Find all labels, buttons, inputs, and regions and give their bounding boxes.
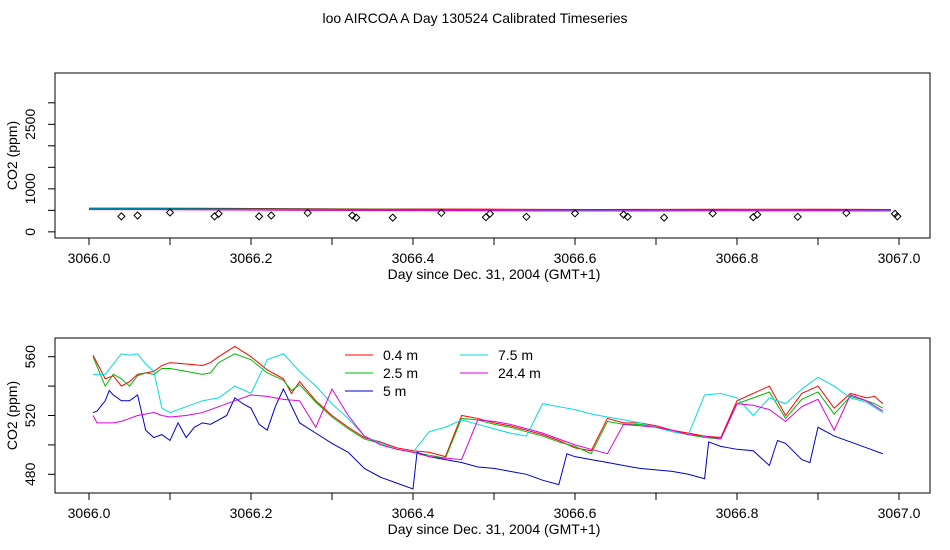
data-point bbox=[133, 211, 142, 220]
x-tick-label: 3066.0 bbox=[68, 505, 111, 521]
series-line-5-m bbox=[92, 387, 883, 490]
x-tick-label: 3066.2 bbox=[230, 505, 273, 521]
data-point bbox=[793, 212, 802, 222]
data-point bbox=[165, 208, 175, 217]
series-line-24-4-m bbox=[92, 387, 884, 461]
data-point bbox=[481, 213, 491, 222]
data-point bbox=[623, 212, 632, 222]
x-tick-label: 3066.2 bbox=[230, 250, 273, 266]
data-point bbox=[117, 212, 126, 221]
data-point bbox=[348, 211, 357, 220]
data-point bbox=[522, 212, 531, 222]
data-point bbox=[893, 212, 902, 221]
series-line-2-5-m bbox=[92, 353, 884, 459]
x-tick-label: 3066.8 bbox=[716, 250, 759, 266]
data-point bbox=[619, 210, 628, 219]
series-line-0-4-m bbox=[92, 345, 884, 458]
plot-frame bbox=[54, 72, 931, 239]
y-tick-label: 0 bbox=[22, 228, 38, 236]
chart-title: loo AIRCOA A Day 130524 Calibrated Times… bbox=[322, 10, 628, 26]
panel-1: 3066.0 3066.2 3066.4 3066.6 3066.8 3067.0 0 100… bbox=[4, 72, 931, 282]
data-point bbox=[254, 212, 264, 221]
data-point bbox=[842, 208, 851, 218]
x-tick-label: 3066.6 bbox=[554, 505, 597, 521]
data-point bbox=[659, 213, 669, 222]
x-tick-label: 3066.6 bbox=[554, 250, 597, 266]
data-point bbox=[485, 209, 495, 218]
x-axis-label: Day since Dec. 31, 2004 (GMT+1) bbox=[388, 266, 601, 282]
y-axis-label: CO2 (ppm) bbox=[4, 121, 20, 190]
y-tick-label: 1000 bbox=[22, 173, 38, 204]
y-tick-label: 520 bbox=[22, 404, 38, 428]
legend: 0.4 m 2.5 m 5 m 7.5 m 24.4 m bbox=[345, 347, 541, 399]
data-point bbox=[388, 213, 397, 222]
x-tick-label: 3066.8 bbox=[716, 505, 759, 521]
data-point bbox=[303, 208, 312, 218]
x-tick-label: 3066.4 bbox=[392, 505, 435, 521]
data-point bbox=[267, 211, 276, 220]
panel-2: 3066.0 3066.2 3066.4 3066.6 3066.8 3067.0 480 5… bbox=[4, 337, 931, 537]
data-point bbox=[890, 209, 900, 218]
y-tick-label: 480 bbox=[22, 462, 38, 486]
data-point bbox=[570, 209, 580, 218]
legend-label: 7.5 m bbox=[498, 347, 533, 363]
data-point bbox=[352, 213, 361, 222]
x-tick-label: 3067.0 bbox=[878, 505, 921, 521]
data-point bbox=[753, 210, 762, 219]
y-tick-label: 2500 bbox=[22, 109, 38, 140]
legend-label: 2.5 m bbox=[383, 365, 418, 381]
data-point bbox=[708, 209, 717, 218]
y-axis-label: CO2 (ppm) bbox=[4, 381, 20, 450]
series-line-7-5-m bbox=[93, 353, 884, 453]
x-tick-label: 3066.4 bbox=[392, 250, 435, 266]
data-point bbox=[437, 208, 446, 218]
x-axis-label: Day since Dec. 31, 2004 (GMT+1) bbox=[388, 521, 601, 537]
legend-label: 24.4 m bbox=[498, 365, 541, 381]
series-line bbox=[89, 208, 891, 212]
x-tick-label: 3066.0 bbox=[68, 250, 111, 266]
legend-label: 5 m bbox=[383, 383, 406, 399]
x-tick-label: 3067.0 bbox=[878, 250, 921, 266]
data-point bbox=[214, 209, 223, 218]
legend-label: 0.4 m bbox=[383, 347, 418, 363]
y-tick-label: 560 bbox=[22, 345, 38, 369]
